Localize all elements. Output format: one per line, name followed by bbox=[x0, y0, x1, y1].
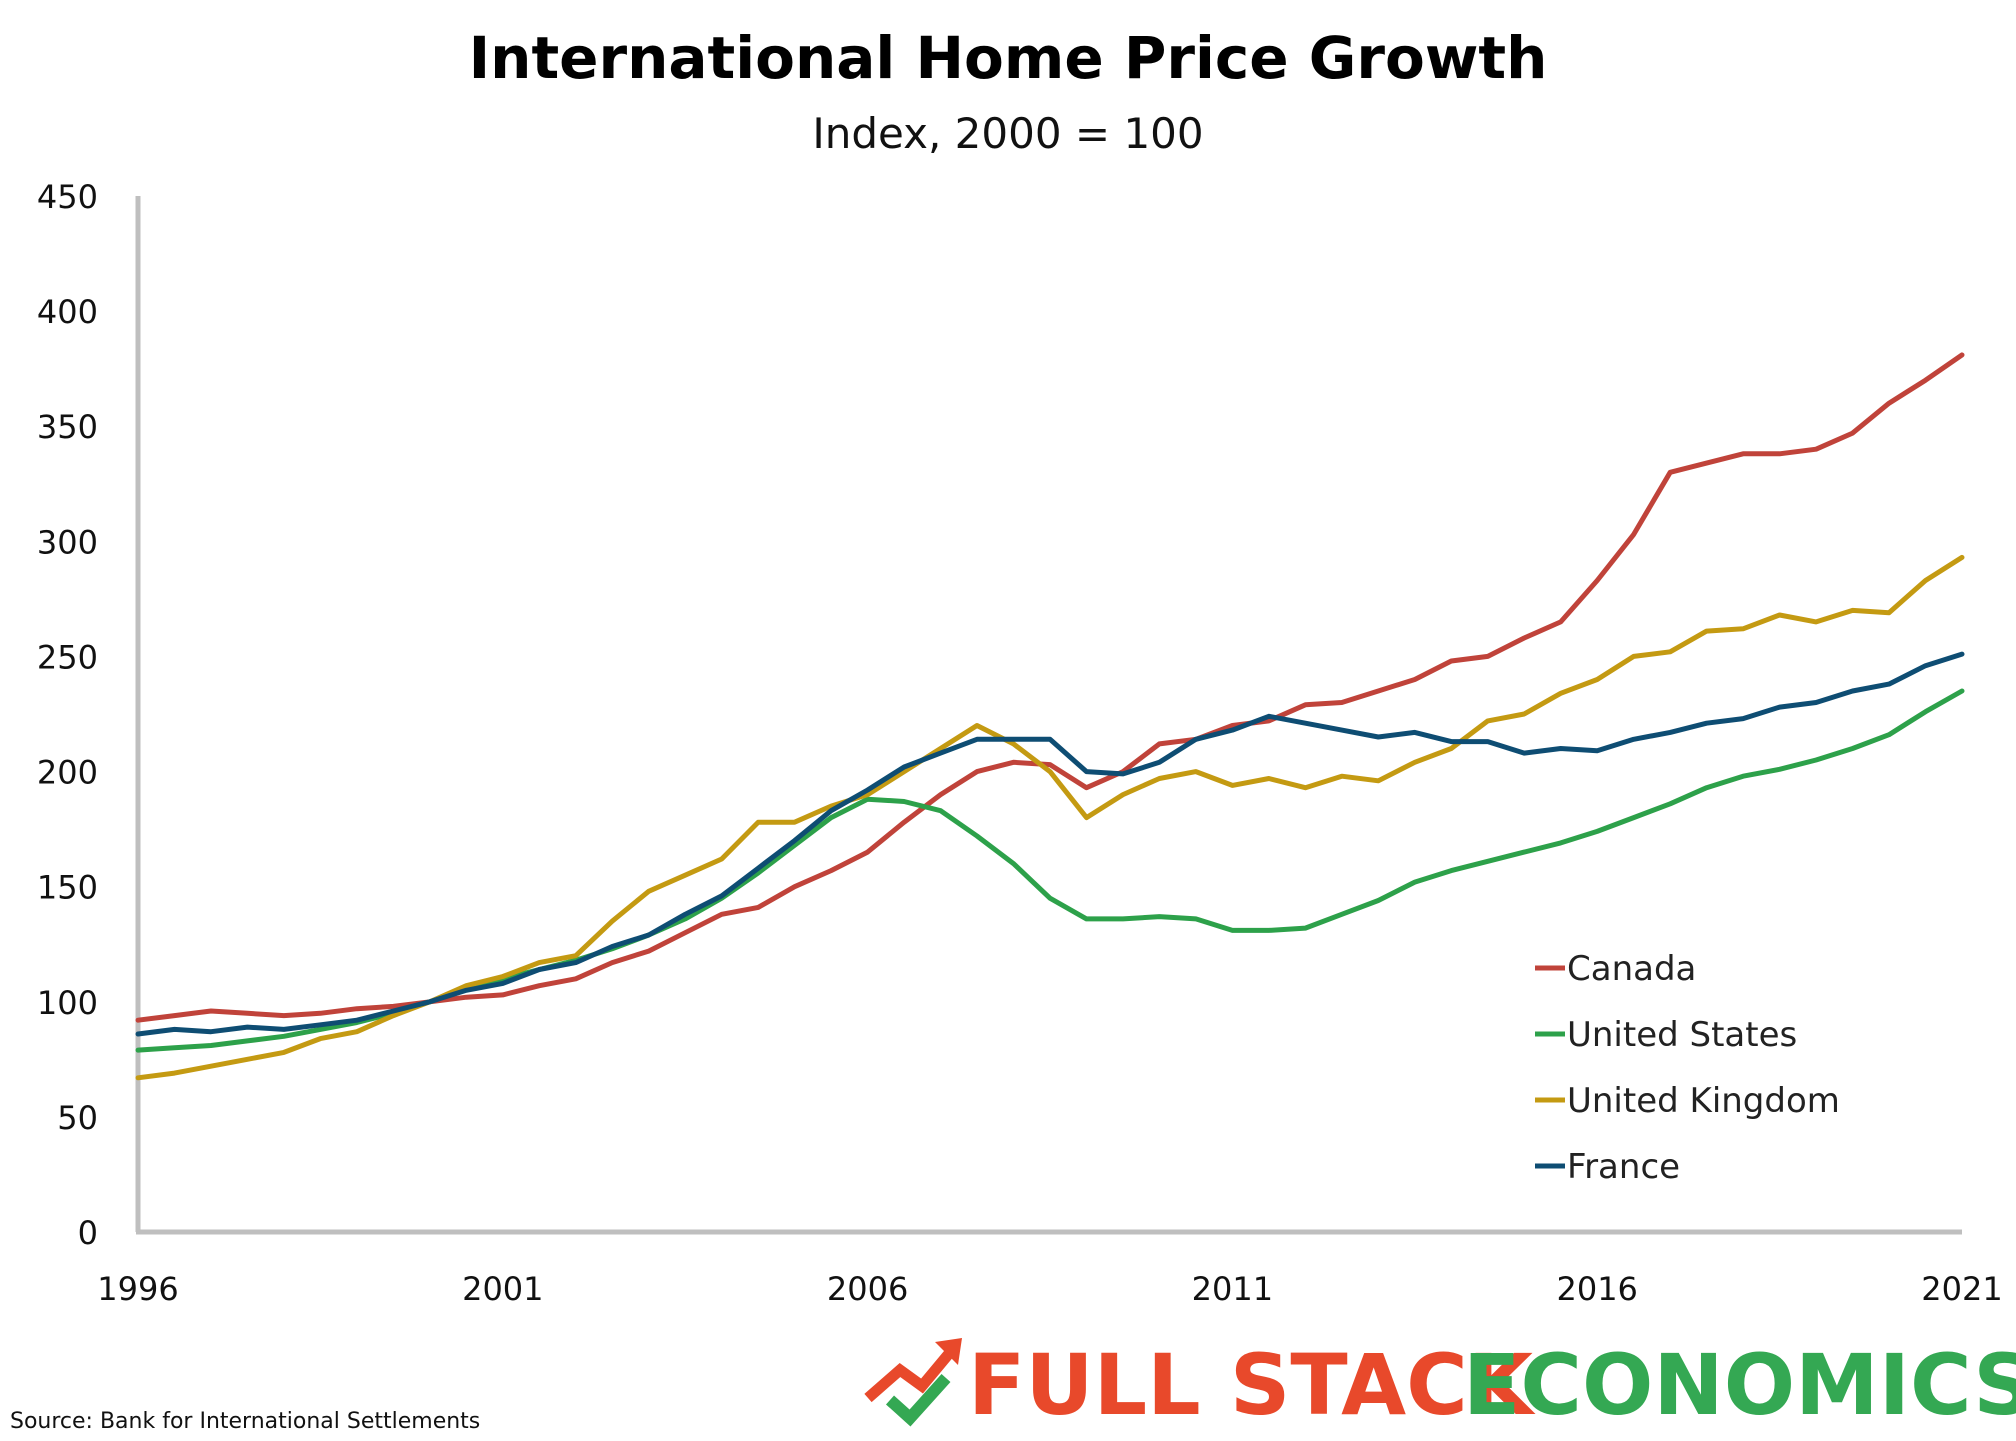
x-tick-label: 2006 bbox=[827, 1270, 908, 1308]
x-tick-label: 2011 bbox=[1192, 1270, 1273, 1308]
chart-title: International Home Price Growth bbox=[469, 24, 1548, 92]
x-tick-label: 2016 bbox=[1556, 1270, 1637, 1308]
y-axis-ticks: 0 50 100 150 200 250 300 350 400 450 bbox=[37, 178, 98, 1252]
series-line-france bbox=[135, 651, 1965, 1037]
y-tick-label: 250 bbox=[37, 638, 98, 676]
chart-subtitle: Index, 2000 = 100 bbox=[812, 109, 1203, 158]
source-note: Source: Bank for International Settlemen… bbox=[10, 1409, 480, 1434]
brand-word-economics: ECONOMICS bbox=[1463, 1336, 2016, 1434]
series-line-united-kingdom bbox=[135, 554, 1965, 1081]
series-lines bbox=[135, 352, 1965, 1081]
legend: Canada United States United Kingdom France bbox=[1535, 949, 1840, 1187]
brand-logo: FULL STACK ECONOMICS bbox=[864, 1336, 2016, 1434]
legend-label-france: France bbox=[1567, 1147, 1680, 1187]
y-tick-label: 400 bbox=[37, 293, 98, 331]
x-tick-label: 2021 bbox=[1921, 1270, 2002, 1308]
y-tick-label: 0 bbox=[78, 1214, 98, 1252]
brand-word-full-stack: FULL STACK bbox=[968, 1336, 1536, 1434]
x-tick-label: 2001 bbox=[462, 1270, 543, 1308]
x-tick-label: 1996 bbox=[97, 1270, 178, 1308]
y-tick-label: 150 bbox=[37, 869, 98, 907]
x-axis-ticks: 1996 2001 2006 2011 2016 2021 bbox=[97, 1270, 2002, 1308]
y-tick-label: 100 bbox=[37, 984, 98, 1022]
y-tick-label: 350 bbox=[37, 408, 98, 446]
legend-label-united-states: United States bbox=[1567, 1015, 1797, 1055]
y-tick-label: 450 bbox=[37, 178, 98, 216]
legend-label-united-kingdom: United Kingdom bbox=[1567, 1081, 1840, 1121]
y-tick-label: 200 bbox=[37, 754, 98, 792]
legend-label-canada: Canada bbox=[1567, 949, 1696, 989]
y-tick-label: 300 bbox=[37, 523, 98, 561]
y-tick-label: 50 bbox=[57, 1099, 98, 1137]
series-line-united-states bbox=[135, 688, 1965, 1053]
trend-check-icon bbox=[864, 1338, 962, 1427]
series-line-canada bbox=[135, 352, 1965, 1023]
